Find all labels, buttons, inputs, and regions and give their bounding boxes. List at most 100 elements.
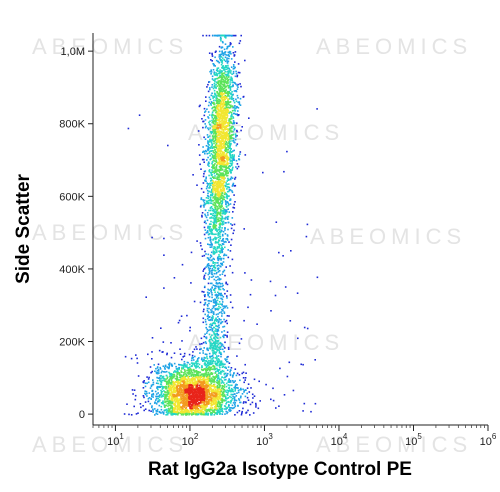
data-point <box>206 148 209 150</box>
data-point <box>228 45 231 47</box>
data-point <box>234 141 236 144</box>
data-point <box>209 207 212 209</box>
data-point <box>211 286 213 288</box>
data-point <box>229 189 232 191</box>
data-point <box>219 106 221 108</box>
data-point <box>212 262 214 264</box>
data-point <box>190 371 192 373</box>
data-point <box>217 116 220 119</box>
data-point <box>209 380 211 382</box>
data-point <box>214 237 216 240</box>
data-point <box>217 285 219 288</box>
data-point <box>216 74 219 77</box>
data-point <box>202 410 205 413</box>
data-point <box>219 405 222 408</box>
data-point <box>219 83 221 86</box>
data-point <box>193 412 196 415</box>
data-point <box>215 375 217 377</box>
data-point <box>184 409 186 411</box>
data-point <box>127 127 130 130</box>
data-point <box>239 104 242 106</box>
data-point <box>207 376 210 378</box>
data-point <box>227 100 229 102</box>
data-point <box>221 138 223 140</box>
data-point <box>218 99 221 101</box>
data-point <box>241 393 244 395</box>
data-point <box>155 412 157 415</box>
data-point <box>173 381 176 384</box>
data-point <box>171 395 173 397</box>
data-point <box>207 156 209 159</box>
data-point <box>209 323 212 325</box>
data-point <box>195 413 198 415</box>
data-point <box>212 136 214 138</box>
data-point <box>210 153 213 155</box>
data-point <box>229 178 232 181</box>
data-point <box>216 206 219 208</box>
data-point <box>174 400 177 403</box>
data-point <box>222 161 225 164</box>
data-point <box>210 412 212 414</box>
data-point <box>216 320 218 322</box>
data-point <box>235 399 238 402</box>
data-point <box>217 114 220 116</box>
data-point <box>202 374 204 376</box>
data-point <box>231 140 233 142</box>
data-point <box>219 174 221 176</box>
data-point <box>232 72 235 75</box>
data-point <box>207 83 209 86</box>
data-point <box>164 396 167 399</box>
data-point <box>219 213 221 216</box>
data-point <box>218 239 220 241</box>
data-point <box>135 354 137 356</box>
data-point <box>235 136 237 138</box>
data-point <box>222 120 225 123</box>
data-point <box>221 215 223 218</box>
data-point <box>218 411 221 413</box>
data-point <box>183 372 185 374</box>
data-point <box>204 321 207 323</box>
data-point <box>213 105 216 108</box>
data-point <box>213 73 215 75</box>
data-point <box>209 232 211 235</box>
data-point <box>217 188 219 191</box>
data-point <box>202 377 204 380</box>
data-point <box>216 114 219 117</box>
data-point <box>224 122 226 124</box>
data-point <box>205 360 207 362</box>
data-point <box>219 141 222 143</box>
data-point <box>222 223 225 226</box>
data-point <box>152 411 154 413</box>
data-point <box>166 353 168 356</box>
data-point <box>213 71 216 73</box>
data-point <box>227 372 229 375</box>
data-point <box>155 393 158 395</box>
data-point <box>218 386 221 389</box>
data-point <box>227 159 229 161</box>
data-point <box>221 194 224 197</box>
data-point <box>227 146 230 148</box>
data-point <box>218 365 221 367</box>
data-point <box>247 399 250 401</box>
data-point <box>216 382 219 385</box>
data-point <box>233 122 235 124</box>
data-point <box>226 109 228 112</box>
data-point <box>169 372 171 375</box>
data-point <box>212 385 215 388</box>
data-point <box>142 387 145 389</box>
data-point <box>217 212 219 215</box>
data-point <box>218 120 221 122</box>
data-point <box>217 194 220 196</box>
data-point <box>230 134 233 136</box>
data-point <box>202 151 204 153</box>
data-point <box>210 414 212 416</box>
data-point <box>292 389 295 392</box>
data-point <box>235 100 238 103</box>
data-point <box>178 408 181 410</box>
data-point <box>214 126 216 128</box>
data-point <box>224 376 226 378</box>
data-point <box>204 318 207 321</box>
data-point <box>152 408 154 411</box>
data-point <box>166 402 169 405</box>
data-point <box>160 390 163 393</box>
